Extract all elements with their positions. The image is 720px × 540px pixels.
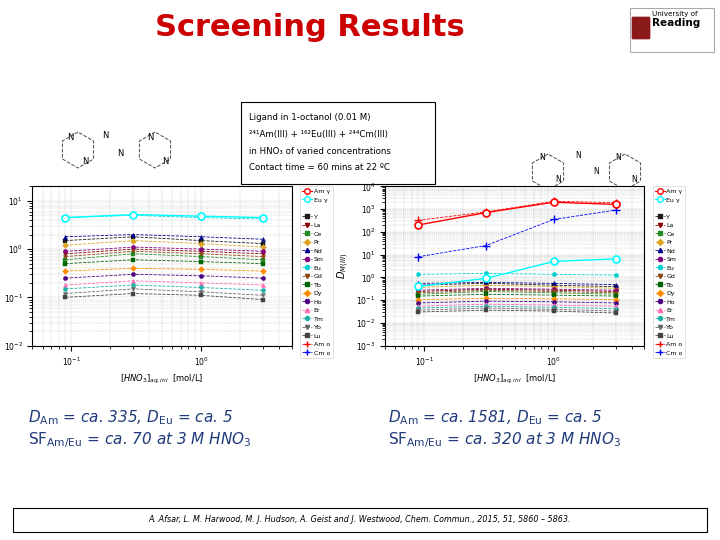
Text: University of: University of (652, 11, 698, 17)
Y-axis label: $D_{M(III)}$: $D_{M(III)}$ (336, 253, 351, 279)
Legend: Am γ, Eu γ,  , Y, La, Ce, Pr, Nd, Sm, Eu, Gd, Tb, Dy, Ho, Er, Tm, Yb, Lu, Am o, : Am γ, Eu γ, , Y, La, Ce, Pr, Nd, Sm, Eu,… (653, 186, 685, 358)
X-axis label: $[HNO_3]_{aq,ini}$  [mol/L]: $[HNO_3]_{aq,ini}$ [mol/L] (473, 373, 557, 387)
Text: ²⁴¹Am(III) + ¹⁶²Eu(III) + ²⁴⁴Cm(III): ²⁴¹Am(III) + ¹⁶²Eu(III) + ²⁴⁴Cm(III) (249, 130, 388, 138)
Text: $D_{\mathrm{Am}}$ = ca. 1581, $D_{\mathrm{Eu}}$ = ca. 5: $D_{\mathrm{Am}}$ = ca. 1581, $D_{\mathr… (388, 409, 603, 427)
Text: A. Afsar, L. M. Harwood, M. J. Hudson, A. Geist and J. Westwood, Chem. Commun., : A. Afsar, L. M. Harwood, M. J. Hudson, A… (149, 516, 571, 524)
Text: N: N (162, 158, 168, 166)
X-axis label: $[HNO_3]_{aq,ini}$  [mol/L]: $[HNO_3]_{aq,ini}$ [mol/L] (120, 373, 204, 387)
Legend: Am γ, Eu γ,  , Y, La, Ce, Pr, Nd, Sm, Eu, Gd, Tb, Dy, Ho, Er, Tm, Yb, Lu, Am o, : Am γ, Eu γ, , Y, La, Ce, Pr, Nd, Sm, Eu,… (300, 186, 333, 358)
Text: NO₂: NO₂ (577, 212, 593, 220)
Text: N: N (593, 167, 599, 177)
Text: $\mathrm{SF}_{\mathrm{Am/Eu}}$ = ca. 320 at 3 M HNO$_3$: $\mathrm{SF}_{\mathrm{Am/Eu}}$ = ca. 320… (388, 430, 621, 450)
FancyBboxPatch shape (632, 17, 650, 39)
Text: Ligand in 1-octanol (0.01 M): Ligand in 1-octanol (0.01 M) (249, 112, 371, 122)
Text: N: N (615, 153, 621, 163)
Text: N: N (631, 176, 637, 185)
Text: Contact time = 60 mins at 22 ºC: Contact time = 60 mins at 22 ºC (249, 164, 390, 172)
Text: N: N (555, 176, 561, 185)
Text: Screening Results: Screening Results (155, 14, 465, 43)
Text: Reading: Reading (652, 18, 701, 28)
Text: $\mathrm{SF}_{\mathrm{Am/Eu}}$ = ca. 70 at 3 M HNO$_3$: $\mathrm{SF}_{\mathrm{Am/Eu}}$ = ca. 70 … (28, 430, 252, 450)
Text: $D_{\mathrm{Am}}$ = ca. 335, $D_{\mathrm{Eu}}$ = ca. 5: $D_{\mathrm{Am}}$ = ca. 335, $D_{\mathrm… (28, 409, 233, 427)
Text: N: N (575, 151, 581, 159)
Text: N: N (117, 150, 123, 159)
Text: N: N (147, 133, 153, 143)
Text: in HNO₃ of varied concentrations: in HNO₃ of varied concentrations (249, 146, 391, 156)
Text: N: N (67, 133, 73, 143)
Text: N: N (82, 158, 88, 166)
Text: N: N (102, 131, 108, 139)
Text: N: N (539, 153, 545, 163)
Bar (630, 8, 714, 52)
FancyBboxPatch shape (241, 102, 435, 184)
FancyBboxPatch shape (13, 508, 707, 532)
